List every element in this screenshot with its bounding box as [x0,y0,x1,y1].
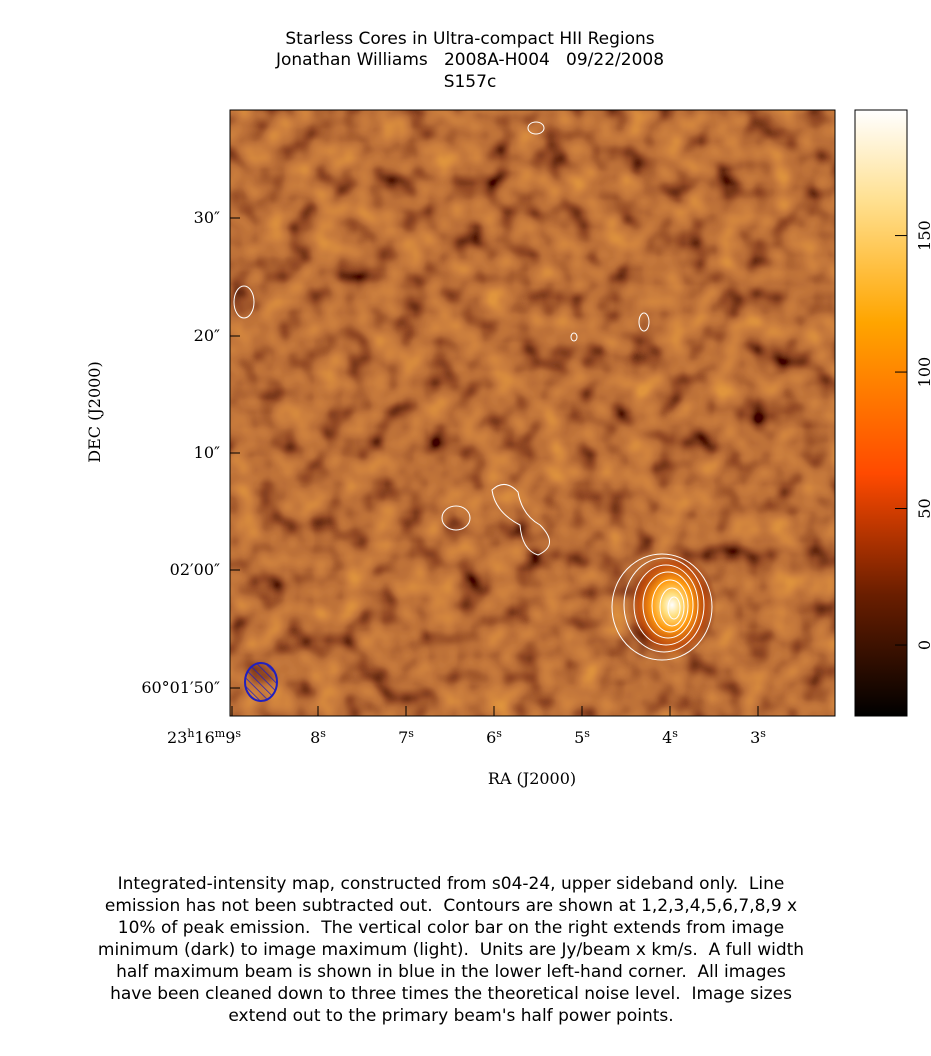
colorbar-tick-label: 100 [915,357,931,388]
x-tick-label: 5s [574,727,590,748]
x-tick-label: 3s [750,727,766,748]
tick-number: 3 [750,728,760,747]
x-axis-label: RA (J2000) [488,769,576,788]
x-tick-label: 7s [398,727,414,748]
tick-unit: s [672,727,678,740]
tick-unit: s [584,727,590,740]
caption-line: Integrated-intensity map, constructed fr… [118,874,785,894]
x-ticks: 23h16m9s 8s 7s 6s 5s 4s 3s [167,706,766,747]
colorbar-tick-label: 50 [915,498,931,518]
tick-number: 4 [662,728,672,747]
colorbar-tick-label: 150 [915,220,931,251]
tick-number: 23 [167,728,187,747]
tick-number: 6 [486,728,496,747]
y-tick-label: 30″ [194,208,220,227]
tick-unit: h [187,727,194,740]
x-tick-label: 6s [486,727,502,748]
y-tick-label: 60°01′50″ [141,678,220,697]
tick-number: 8 [310,728,320,747]
colorbar-ticks: 0 50 100 150 [895,220,931,650]
tick-number: 7 [398,728,408,747]
caption-line: extend out to the primary beam's half po… [228,1006,673,1026]
y-tick-label: 20″ [194,326,220,345]
y-axis-label: DEC (J2000) [85,361,104,462]
y-tick-label: 10″ [194,443,220,462]
caption-line: minimum (dark) to image maximum (light).… [98,940,804,960]
colorbar-tick-label: 0 [915,640,931,650]
tick-number: 5 [574,728,584,747]
caption-line: 10% of peak emission. The vertical color… [118,918,784,938]
tick-unit: m [215,727,226,740]
beam [244,662,278,702]
caption: Integrated-intensity map, constructed fr… [98,874,804,1026]
contours [233,121,713,661]
tick-number: 16 [194,728,214,747]
image-map [230,110,835,716]
y-tick-label: 02′00″ [170,560,220,579]
tick-unit: s [496,727,502,740]
tick-unit: s [760,727,766,740]
caption-line: half maximum beam is shown in blue in th… [116,962,786,982]
tick-unit: s [320,727,326,740]
tick-unit: s [235,727,241,740]
caption-line: have been cleaned down to three times th… [110,984,792,1004]
x-tick-label: 8s [310,727,326,748]
colorbar [854,109,908,717]
source-name: S157c [444,72,497,92]
source-emission [627,550,717,660]
plot-frame [229,109,836,717]
tick-number: 9 [225,728,235,747]
x-tick-label: 4s [662,727,678,748]
tick-unit: s [408,727,414,740]
map-noise [230,110,835,716]
x-tick-label: 23h16m9s [167,727,241,748]
subtitle: Jonathan Williams 2008A-H004 09/22/2008 [275,50,664,70]
caption-line: emission has not been subtracted out. Co… [105,896,797,916]
title: Starless Cores in Ultra-compact HII Regi… [285,29,654,49]
y-ticks: 30″ 20″ 10″ 02′00″ 60°01′50″ [141,208,240,697]
